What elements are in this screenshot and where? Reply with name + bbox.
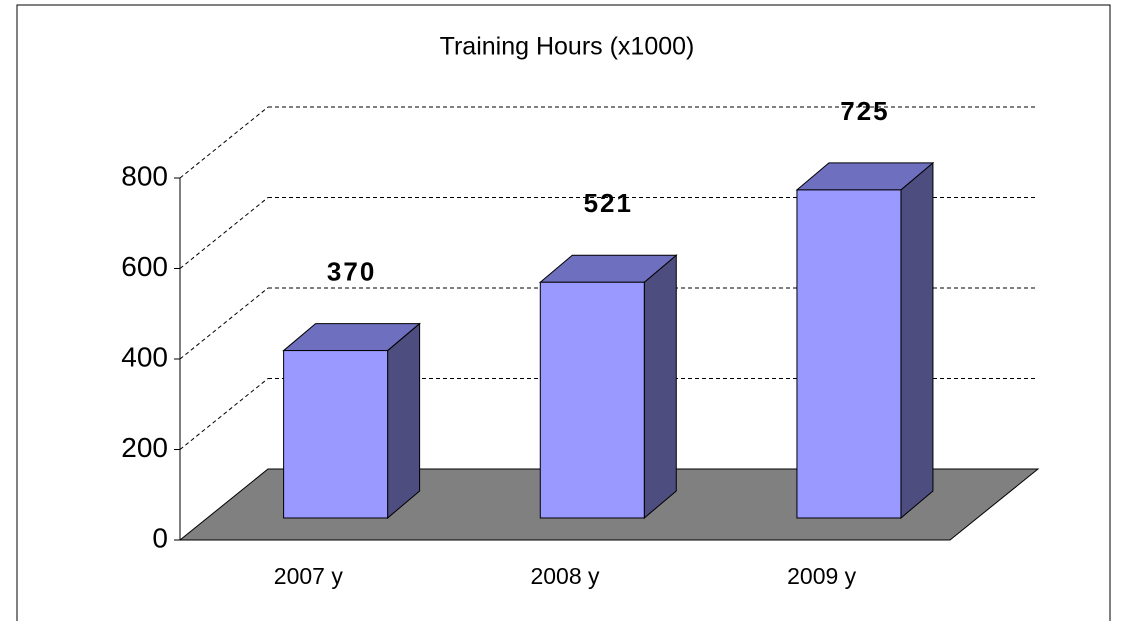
y-tick-label: 800: [121, 160, 168, 191]
x-tick-label: 2007 y: [274, 563, 344, 589]
bar-side: [387, 322, 421, 520]
grid-line: [179, 106, 269, 179]
data-label: 370: [327, 256, 376, 286]
bar: [796, 189, 902, 519]
bar-side: [900, 161, 934, 520]
data-label: 725: [840, 96, 889, 126]
grid-line: [179, 287, 269, 360]
bar-side: [643, 254, 677, 520]
x-tick-label: 2009 y: [787, 563, 857, 589]
y-tick-label: 400: [121, 341, 168, 372]
bar: [283, 350, 389, 519]
y-tick-label: 200: [121, 432, 168, 463]
chart-title: Training Hours (x1000): [440, 33, 695, 61]
data-label: 521: [584, 188, 633, 218]
x-tick-label: 2008 y: [530, 563, 600, 589]
y-tick-label: 0: [152, 522, 168, 553]
grid-line: [179, 197, 269, 269]
y-tick-label: 600: [121, 251, 168, 282]
grid-line: [179, 378, 269, 450]
bar: [539, 281, 645, 519]
chart-border: [16, 4, 1111, 621]
